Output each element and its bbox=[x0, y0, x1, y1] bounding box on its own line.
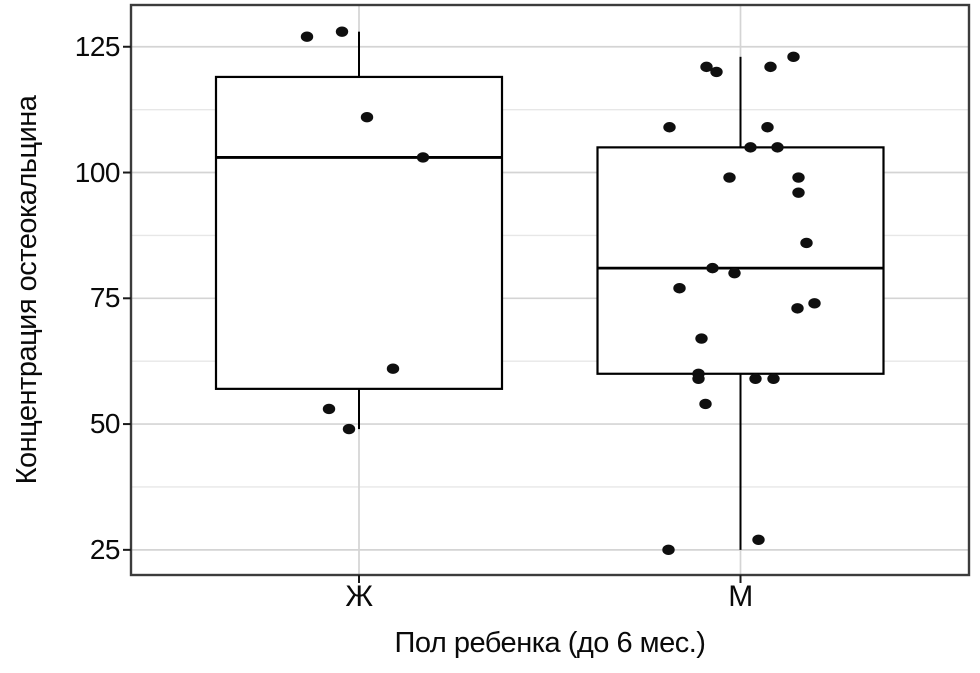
data-point-М bbox=[710, 66, 723, 78]
y-axis-title: Концентрация остеокальцина bbox=[11, 95, 43, 485]
y-tick-label-50: 50 bbox=[89, 408, 121, 440]
data-point-М bbox=[706, 262, 719, 274]
panel-border bbox=[129, 3, 971, 577]
data-point-М bbox=[808, 298, 821, 309]
data-point-Ж bbox=[342, 423, 356, 435]
data-point-М bbox=[699, 398, 712, 410]
data-point-Ж bbox=[300, 31, 314, 42]
data-point-М bbox=[761, 122, 774, 133]
data-point-М bbox=[749, 373, 762, 384]
x-tick-label-Ж: Ж bbox=[345, 580, 373, 613]
data-point-Ж bbox=[386, 363, 400, 374]
data-point-М bbox=[792, 187, 805, 198]
data-point-М bbox=[771, 142, 784, 153]
data-point-М bbox=[700, 61, 713, 73]
data-point-Ж bbox=[335, 26, 349, 37]
y-tick-label-25: 25 bbox=[89, 533, 121, 565]
data-point-М bbox=[752, 534, 765, 545]
x-tick-label-М: М bbox=[728, 580, 753, 613]
data-point-М bbox=[662, 544, 675, 556]
y-tick-label-125: 125 bbox=[74, 30, 121, 62]
data-point-М bbox=[692, 373, 705, 384]
data-point-М bbox=[791, 303, 804, 314]
data-point-М bbox=[792, 172, 805, 183]
data-point-М bbox=[744, 142, 757, 153]
box-М bbox=[596, 146, 885, 375]
y-tick-label-100: 100 bbox=[74, 156, 121, 188]
data-point-М bbox=[695, 333, 708, 344]
data-point-Ж bbox=[322, 403, 336, 415]
data-point-М bbox=[767, 373, 780, 384]
x-axis-title: Пол ребенка (до 6 мес.) bbox=[394, 627, 706, 659]
y-tick-label-75: 75 bbox=[89, 282, 121, 314]
data-point-М bbox=[728, 267, 741, 279]
box-Ж bbox=[214, 75, 504, 390]
data-point-М bbox=[787, 51, 800, 63]
data-point-Ж bbox=[416, 152, 430, 163]
data-point-М bbox=[663, 122, 676, 133]
data-point-Ж bbox=[360, 111, 374, 123]
data-point-М bbox=[723, 172, 736, 183]
data-point-М bbox=[673, 283, 686, 294]
data-point-М bbox=[800, 237, 813, 249]
data-point-М bbox=[764, 61, 777, 73]
